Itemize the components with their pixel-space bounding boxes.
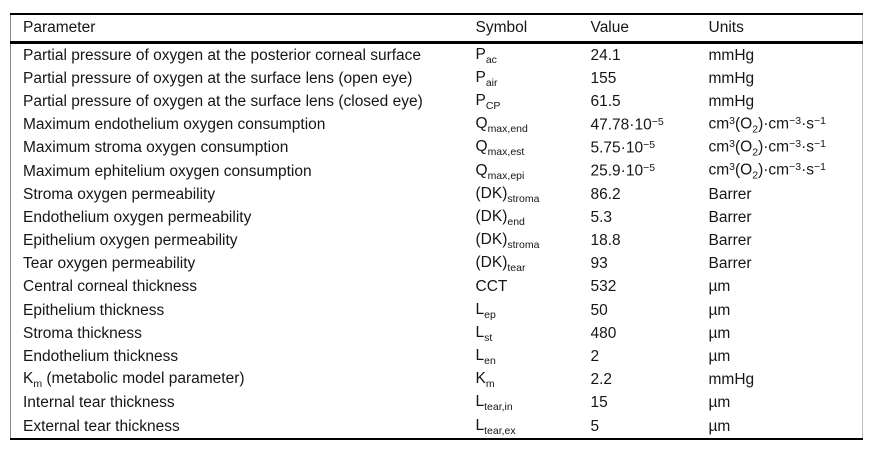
table-row: Epithelium oxygen permeability (DK)stroma… xyxy=(11,230,863,253)
parameter-cell: Partial pressure of oxygen at the poster… xyxy=(23,46,422,64)
value-cell: 50 xyxy=(590,301,608,319)
units-cell: µm xyxy=(708,278,731,296)
parameter-cell: Stroma thickness xyxy=(23,324,142,342)
parameter-cell: Internal tear thickness xyxy=(23,394,175,412)
parameter-cell: Km (metabolic model parameter) xyxy=(23,370,245,391)
value-cell: 93 xyxy=(590,255,608,273)
symbol-cell: Pac xyxy=(475,45,497,66)
value-cell: 24.1 xyxy=(590,46,621,64)
units-cell: µm xyxy=(708,301,731,319)
parameter-cell: Endothelium oxygen permeability xyxy=(23,208,252,226)
symbol-cell: Ltear,in xyxy=(475,393,513,414)
parameters-table: Parameter Symbol Value Units Partial pre… xyxy=(10,13,863,441)
value-cell: 155 xyxy=(590,69,617,87)
parameter-cell: Endothelium thickness xyxy=(23,348,179,366)
value-cell: 5.3 xyxy=(590,208,613,226)
value-cell: 2.2 xyxy=(590,371,613,389)
symbol-cell: (DK)stroma xyxy=(475,184,540,205)
value-cell: 25.9·10−5 xyxy=(590,162,656,180)
value-cell: 2 xyxy=(590,348,600,366)
table-row: Maximum stroma oxygen consumption Qmax,es… xyxy=(11,137,863,160)
symbol-cell: (DK)end xyxy=(475,207,525,228)
units-cell: mmHg xyxy=(708,46,755,64)
units-cell: cm3(O2)·cm−3·s−1 xyxy=(708,138,826,159)
table-header: Parameter Symbol Value Units xyxy=(10,14,863,44)
units-cell: µm xyxy=(708,394,731,412)
parameter-cell: Maximum endothelium oxygen consumption xyxy=(23,116,326,134)
units-cell: cm3(O2)·cm−3·s−1 xyxy=(708,114,826,136)
symbol-cell: Qmax,epi xyxy=(475,161,525,182)
table-row: External tear thickness Ltear,ex 5 µm xyxy=(11,415,863,439)
parameter-cell: Tear oxygen permeability xyxy=(23,255,196,273)
units-cell: µm xyxy=(708,324,731,342)
parameter-cell: Epithelium thickness xyxy=(23,301,165,319)
table-row: Partial pressure of oxygen at the poster… xyxy=(11,43,863,68)
symbol-cell: Qmax,est xyxy=(475,138,525,159)
column-header-parameter: Parameter xyxy=(10,14,476,44)
header-row: Parameter Symbol Value Units xyxy=(10,14,863,44)
symbol-cell: (DK)tear xyxy=(475,254,526,275)
column-header-value: Value xyxy=(590,14,709,44)
units-cell: Barrer xyxy=(708,255,752,273)
symbol-cell: Lst xyxy=(475,323,493,344)
units-cell: mmHg xyxy=(708,69,755,87)
symbol-cell: CCT xyxy=(475,278,508,296)
value-cell: 532 xyxy=(590,278,617,296)
parameter-cell: Maximum stroma oxygen consumption xyxy=(23,139,289,157)
value-cell: 480 xyxy=(590,324,617,342)
symbol-cell: Qmax,end xyxy=(475,115,528,136)
value-cell: 18.8 xyxy=(590,232,621,250)
units-cell: cm3(O2)·cm−3·s−1 xyxy=(708,161,826,182)
parameter-cell: External tear thickness xyxy=(23,417,180,435)
units-cell: µm xyxy=(708,417,731,435)
value-cell: 5.75·10−5 xyxy=(590,139,656,157)
table-row: Partial pressure of oxygen at the surfac… xyxy=(11,67,863,90)
table-row: Tear oxygen permeability (DK)tear 93 Barrer xyxy=(11,253,863,276)
units-cell: mmHg xyxy=(708,92,755,110)
table-row: Internal tear thickness Ltear,in 15 µm xyxy=(11,392,863,415)
units-cell: Barrer xyxy=(708,185,752,203)
table-row: Endothelium oxygen permeability (DK)end 5.… xyxy=(11,206,863,229)
parameter-cell: Partial pressure of oxygen at the surfac… xyxy=(23,92,423,110)
symbol-cell: Km xyxy=(475,370,495,391)
table-body: Partial pressure of oxygen at the poster… xyxy=(11,43,863,440)
units-cell: mmHg xyxy=(708,371,755,389)
value-cell: 15 xyxy=(590,394,608,412)
parameter-cell: Maximum ephitelium oxygen consumption xyxy=(23,162,312,180)
value-cell: 5 xyxy=(590,417,600,435)
symbol-cell: (DK)stroma xyxy=(475,231,540,252)
symbol-cell: Lep xyxy=(475,300,496,321)
table-row: Stroma oxygen permeability (DK)stroma 86.2… xyxy=(11,183,863,206)
column-header-units: Units xyxy=(708,14,863,44)
table-row: Stroma thickness Lst 480 µm xyxy=(11,322,863,345)
units-cell: µm xyxy=(708,348,731,366)
table-row: Partial pressure of oxygen at the surfac… xyxy=(11,90,863,113)
symbol-cell: Len xyxy=(475,347,496,368)
table-row: Epithelium thickness Lep 50 µm xyxy=(11,299,863,322)
parameter-cell: Partial pressure of oxygen at the surfac… xyxy=(23,69,413,87)
value-cell: 86.2 xyxy=(590,185,621,203)
column-header-symbol: Symbol xyxy=(475,14,591,44)
table-row: Central corneal thickness CCT 532 µm xyxy=(11,276,863,299)
value-cell: 47.78·10−5 xyxy=(590,115,664,134)
symbol-cell: PCP xyxy=(475,91,501,112)
table-row: Km (metabolic model parameter) Km 2.2 mmHg xyxy=(11,369,863,392)
parameter-cell: Central corneal thickness xyxy=(23,278,198,296)
units-cell: Barrer xyxy=(708,232,752,250)
table-row: Maximum ephitelium oxygen consumption Qma… xyxy=(11,160,863,183)
table-row: Maximum endothelium oxygen consumption Qm… xyxy=(11,114,863,137)
symbol-cell: Pair xyxy=(475,68,498,89)
parameter-cell: Epithelium oxygen permeability xyxy=(23,232,238,250)
symbol-cell: Ltear,ex xyxy=(475,416,516,437)
parameter-cell: Stroma oxygen permeability xyxy=(23,185,216,203)
table-row: Endothelium thickness Len 2 µm xyxy=(11,345,863,368)
units-cell: Barrer xyxy=(708,208,752,226)
value-cell: 61.5 xyxy=(590,92,621,110)
